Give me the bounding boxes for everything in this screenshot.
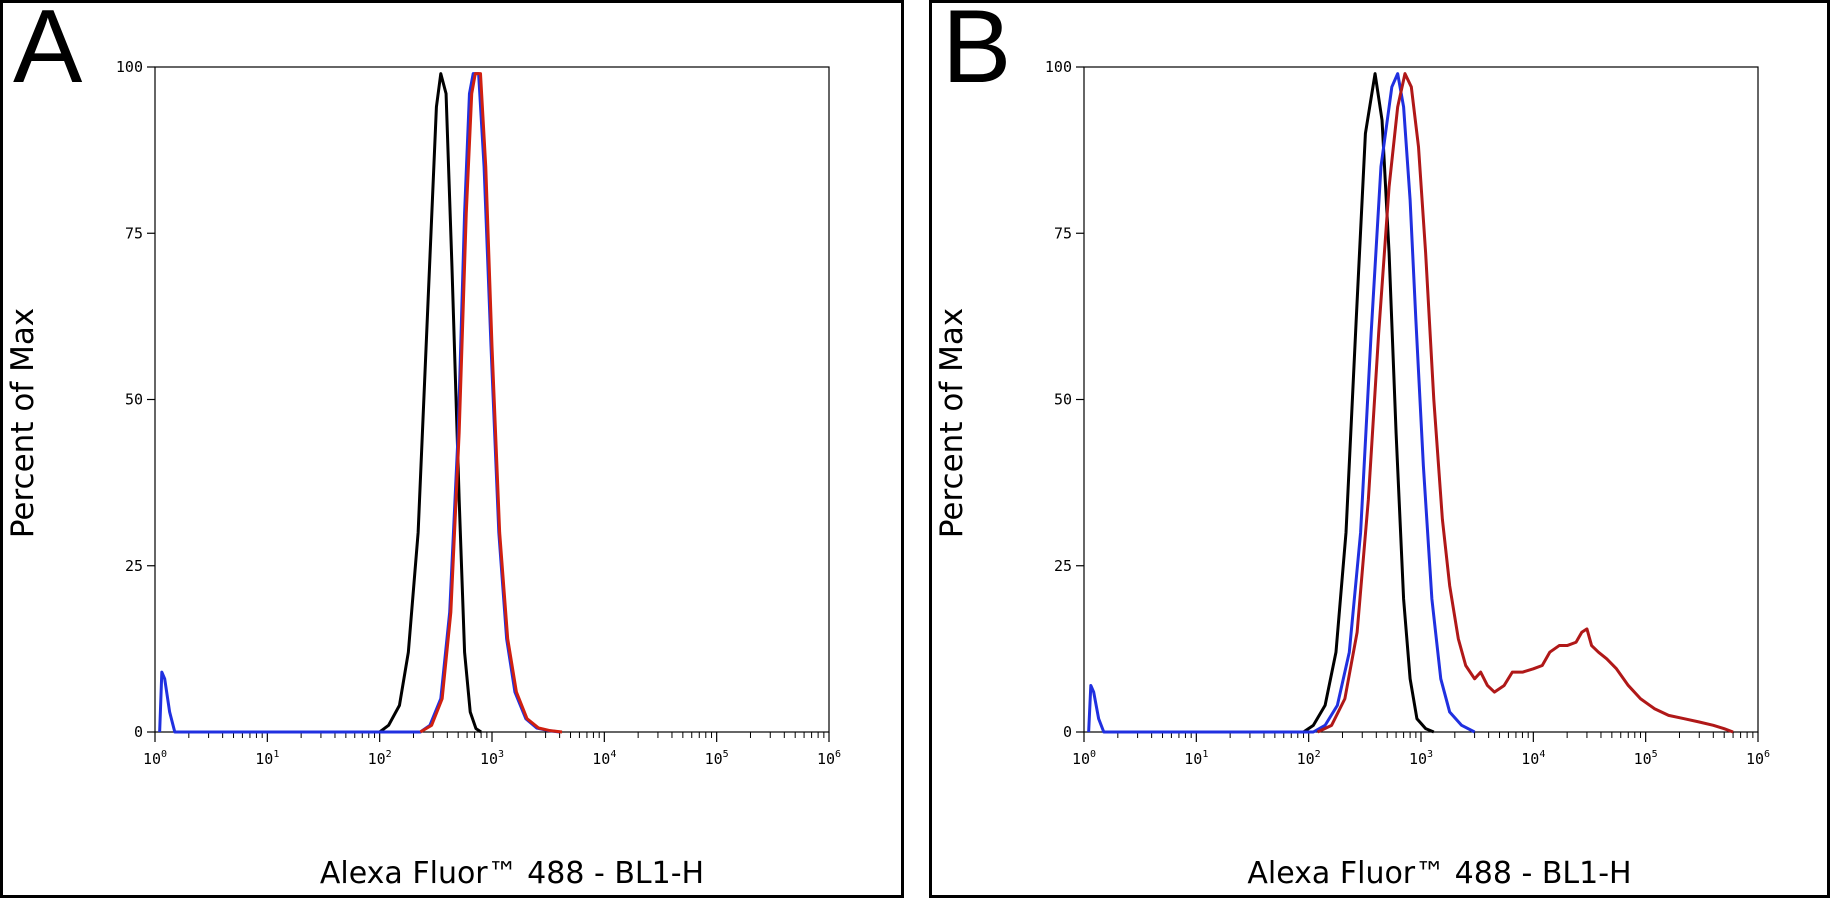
x-tick-label: 100 bbox=[143, 749, 167, 768]
y-tick-label: 50 bbox=[125, 391, 143, 409]
histogram-plot: 0 25 50 75 100 100 101 102 103 104 105 106 bbox=[1045, 58, 1770, 768]
panel-a: A Percent of Max 0 25 50 75 100 100 101 102 103 1… bbox=[0, 0, 904, 898]
x-tick-label: 102 bbox=[368, 749, 392, 768]
x-tick-label: 100 bbox=[1072, 749, 1096, 768]
x-tick-label: 103 bbox=[1409, 749, 1433, 768]
x-tick-label: 105 bbox=[705, 749, 729, 768]
series-black-line bbox=[378, 72, 482, 734]
panel-label: B bbox=[942, 0, 1012, 105]
histogram-plot: 0 25 50 75 100 100 101 102 103 104 105 106 bbox=[116, 58, 841, 768]
x-tick-label: 103 bbox=[480, 749, 504, 768]
series-red-line bbox=[1316, 72, 1734, 734]
y-tick-label: 100 bbox=[1045, 58, 1072, 76]
x-tick-label: 105 bbox=[1634, 749, 1658, 768]
y-tick-label: 50 bbox=[1054, 391, 1072, 409]
y-tick-label: 25 bbox=[125, 557, 143, 575]
y-tick-label: 0 bbox=[134, 723, 143, 741]
x-axis-label: Alexa Fluor™ 488 - BL1-H bbox=[319, 856, 705, 891]
y-tick-label: 0 bbox=[1063, 723, 1072, 741]
y-tick-label: 75 bbox=[125, 224, 143, 242]
y-tick-label: 25 bbox=[1054, 557, 1072, 575]
x-tick-label: 106 bbox=[1746, 749, 1770, 768]
x-tick-label: 106 bbox=[817, 749, 841, 768]
series-blue-line bbox=[1087, 72, 1476, 734]
x-tick-label: 101 bbox=[1184, 749, 1208, 768]
x-axis-label: Alexa Fluor™ 488 - BL1-H bbox=[1247, 856, 1632, 891]
y-tick-label: 100 bbox=[116, 58, 143, 76]
x-tick-label: 104 bbox=[1521, 749, 1545, 768]
x-tick-label: 101 bbox=[255, 749, 279, 768]
x-tick-label: 104 bbox=[592, 749, 616, 768]
panel-b: B Percent of Max 0 25 50 75 100 100 101 102 103 1… bbox=[929, 0, 1830, 898]
x-tick-label: 102 bbox=[1297, 749, 1321, 768]
series-red-line bbox=[419, 72, 563, 734]
series-black-line bbox=[1302, 72, 1435, 734]
series-blue-line bbox=[158, 72, 560, 734]
panel-label: A bbox=[13, 0, 83, 105]
y-tick-label: 75 bbox=[1054, 224, 1072, 242]
